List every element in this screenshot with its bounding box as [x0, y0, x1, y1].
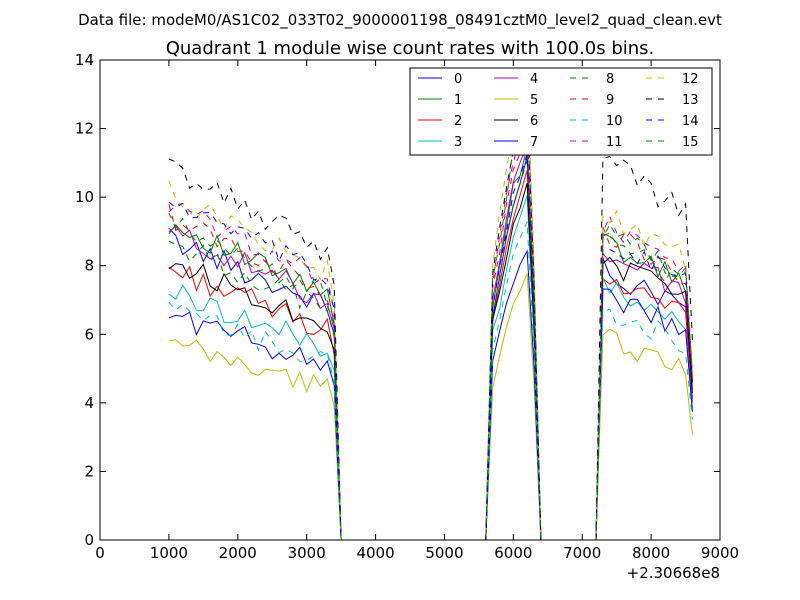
- series-line-15: [168, 104, 693, 541]
- y-tick-label: 4: [84, 394, 94, 412]
- y-tick-label: 2: [84, 462, 94, 480]
- legend-label-11: 11: [606, 135, 623, 150]
- legend-label-9: 9: [606, 93, 614, 108]
- legend-label-15: 15: [682, 135, 699, 150]
- x-tick-label: 1000: [150, 544, 188, 562]
- legend-label-12: 12: [682, 72, 699, 87]
- legend-label-14: 14: [682, 114, 699, 129]
- legend-label-7: 7: [530, 135, 538, 150]
- legend-label-5: 5: [530, 93, 538, 108]
- x-tick-label: 5000: [425, 544, 463, 562]
- x-tick-label: 8000: [632, 544, 670, 562]
- x-offset-label: +2.30668e8: [627, 564, 720, 582]
- x-tick-label: 0: [95, 544, 105, 562]
- x-tick-label: 7000: [563, 544, 601, 562]
- series-line-4: [168, 145, 693, 541]
- chart-title: Quadrant 1 module wise count rates with …: [166, 38, 655, 59]
- y-tick-label: 0: [84, 531, 94, 549]
- legend-label-0: 0: [454, 72, 462, 87]
- y-tick-label: 12: [75, 120, 94, 138]
- x-tick-label: 2000: [219, 544, 257, 562]
- x-tick-label: 4000: [356, 544, 394, 562]
- y-tick-label: 14: [75, 51, 94, 69]
- series-line-8: [168, 160, 693, 541]
- legend-label-10: 10: [606, 114, 623, 129]
- legend-label-1: 1: [454, 93, 462, 108]
- x-tick-label: 6000: [494, 544, 532, 562]
- legend-label-4: 4: [530, 72, 538, 87]
- x-tick-label: 3000: [288, 544, 326, 562]
- series-line-9: [168, 127, 693, 541]
- y-tick-label: 8: [84, 257, 94, 275]
- series-line-1: [168, 146, 693, 541]
- legend-label-6: 6: [530, 114, 538, 129]
- y-tick-label: 10: [75, 188, 94, 206]
- series-line-10: [168, 221, 693, 541]
- ticks-layer: 0 1000 2000 3000 4000 5000 6000 7000 8000 9000 0 2 4…: [75, 51, 739, 562]
- series-line-6: [168, 182, 693, 541]
- series-line-5: [168, 273, 693, 541]
- plot-frame: [99, 59, 721, 541]
- series-line-12: [168, 71, 693, 541]
- series-line-14: [168, 154, 693, 541]
- chart-supertitle: Data file: modeM0/AS1C02_033T02_90000011…: [78, 11, 722, 30]
- series-line-0: [168, 156, 693, 541]
- series-line-2: [168, 169, 693, 541]
- legend-label-3: 3: [454, 135, 462, 150]
- x-tick-label: 9000: [701, 544, 739, 562]
- series-line-11: [168, 121, 693, 541]
- legend-label-13: 13: [682, 93, 699, 108]
- y-tick-label: 6: [84, 325, 94, 343]
- legend-label-2: 2: [454, 114, 462, 129]
- legend-label-8: 8: [606, 72, 614, 87]
